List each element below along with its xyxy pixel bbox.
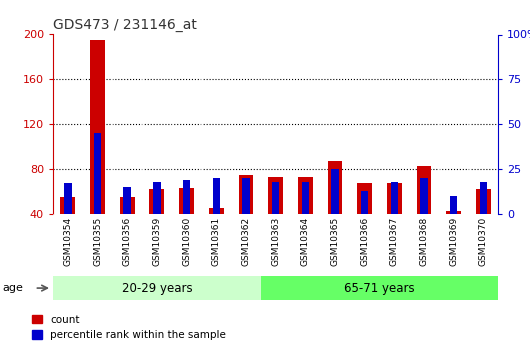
Text: age: age xyxy=(3,283,23,293)
Text: GSM10362: GSM10362 xyxy=(242,217,250,266)
Text: GSM10355: GSM10355 xyxy=(93,217,102,266)
Bar xyxy=(238,175,253,259)
Legend: count, percentile rank within the sample: count, percentile rank within the sample xyxy=(32,315,226,340)
Bar xyxy=(183,180,190,214)
Text: GSM10368: GSM10368 xyxy=(420,217,428,266)
Bar xyxy=(90,40,105,259)
FancyBboxPatch shape xyxy=(261,276,498,300)
Bar xyxy=(476,189,491,259)
Text: GSM10363: GSM10363 xyxy=(271,217,280,266)
FancyBboxPatch shape xyxy=(53,276,261,300)
Text: GSM10370: GSM10370 xyxy=(479,217,488,266)
Bar xyxy=(272,181,279,214)
Bar xyxy=(387,183,402,259)
Text: GSM10361: GSM10361 xyxy=(212,217,220,266)
Bar xyxy=(361,190,368,214)
Bar xyxy=(64,184,72,214)
Text: GSM10359: GSM10359 xyxy=(153,217,161,266)
Bar xyxy=(450,196,457,214)
Bar xyxy=(60,197,75,259)
Bar xyxy=(120,197,135,259)
Bar xyxy=(213,178,220,214)
Text: GSM10354: GSM10354 xyxy=(64,217,72,266)
Text: GSM10365: GSM10365 xyxy=(331,217,339,266)
Text: 65-71 years: 65-71 years xyxy=(344,282,415,295)
Bar xyxy=(94,133,101,214)
Bar xyxy=(328,161,342,259)
Bar xyxy=(331,169,339,214)
Text: GSM10360: GSM10360 xyxy=(182,217,191,266)
Bar xyxy=(209,208,224,259)
Text: 20-29 years: 20-29 years xyxy=(121,282,192,295)
Bar xyxy=(153,181,161,214)
Bar xyxy=(123,187,131,214)
Bar xyxy=(417,166,431,259)
Text: GSM10356: GSM10356 xyxy=(123,217,131,266)
Text: GDS473 / 231146_at: GDS473 / 231146_at xyxy=(53,18,197,32)
Bar xyxy=(446,210,461,259)
Bar xyxy=(268,177,283,259)
Bar xyxy=(480,181,487,214)
Bar xyxy=(149,189,164,259)
Bar xyxy=(242,178,250,214)
Bar xyxy=(298,177,313,259)
Bar xyxy=(391,181,398,214)
Text: GSM10367: GSM10367 xyxy=(390,217,399,266)
Bar xyxy=(420,178,428,214)
Bar xyxy=(357,183,372,259)
Bar xyxy=(302,181,309,214)
Text: GSM10366: GSM10366 xyxy=(360,217,369,266)
Bar xyxy=(179,188,194,259)
Text: GSM10364: GSM10364 xyxy=(301,217,310,266)
Text: GSM10369: GSM10369 xyxy=(449,217,458,266)
